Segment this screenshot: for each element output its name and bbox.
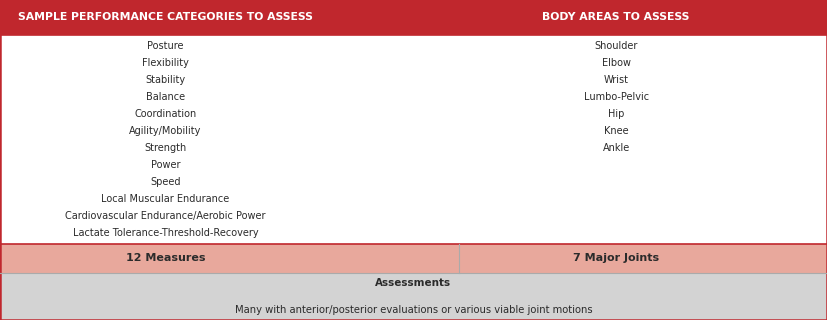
Text: Flexibility: Flexibility — [142, 58, 189, 68]
Bar — [0, 244, 827, 273]
Text: Lumbo-Pelvic: Lumbo-Pelvic — [584, 92, 648, 102]
Text: Agility/Mobility: Agility/Mobility — [129, 126, 202, 136]
Text: Coordination: Coordination — [134, 109, 197, 119]
Text: Cardiovascular Endurance/Aerobic Power: Cardiovascular Endurance/Aerobic Power — [65, 211, 265, 221]
Bar — [0, 273, 827, 320]
Text: Stability: Stability — [146, 75, 185, 85]
Text: SAMPLE PERFORMANCE CATEGORIES TO ASSESS: SAMPLE PERFORMANCE CATEGORIES TO ASSESS — [18, 12, 313, 22]
Text: Many with anterior/posterior evaluations or various viable joint motions: Many with anterior/posterior evaluations… — [235, 305, 592, 315]
Text: Power: Power — [151, 160, 180, 170]
Text: Posture: Posture — [147, 41, 184, 51]
Bar — [0, 35, 827, 244]
Bar — [0, 0, 827, 35]
Text: Shoulder: Shoulder — [595, 41, 638, 51]
Text: Local Muscular Endurance: Local Muscular Endurance — [101, 194, 230, 204]
Text: Ankle: Ankle — [603, 143, 629, 153]
Text: BODY AREAS TO ASSESS: BODY AREAS TO ASSESS — [543, 12, 690, 22]
Text: Lactate Tolerance-Threshold-Recovery: Lactate Tolerance-Threshold-Recovery — [73, 228, 258, 238]
Text: 12 Measures: 12 Measures — [126, 253, 205, 263]
Text: Assessments: Assessments — [375, 278, 452, 288]
Text: Strength: Strength — [144, 143, 187, 153]
Text: Hip: Hip — [608, 109, 624, 119]
Text: Balance: Balance — [146, 92, 185, 102]
Text: Knee: Knee — [604, 126, 629, 136]
Text: Elbow: Elbow — [601, 58, 631, 68]
Text: Wrist: Wrist — [604, 75, 629, 85]
Text: Speed: Speed — [151, 177, 180, 187]
Text: 7 Major Joints: 7 Major Joints — [573, 253, 659, 263]
